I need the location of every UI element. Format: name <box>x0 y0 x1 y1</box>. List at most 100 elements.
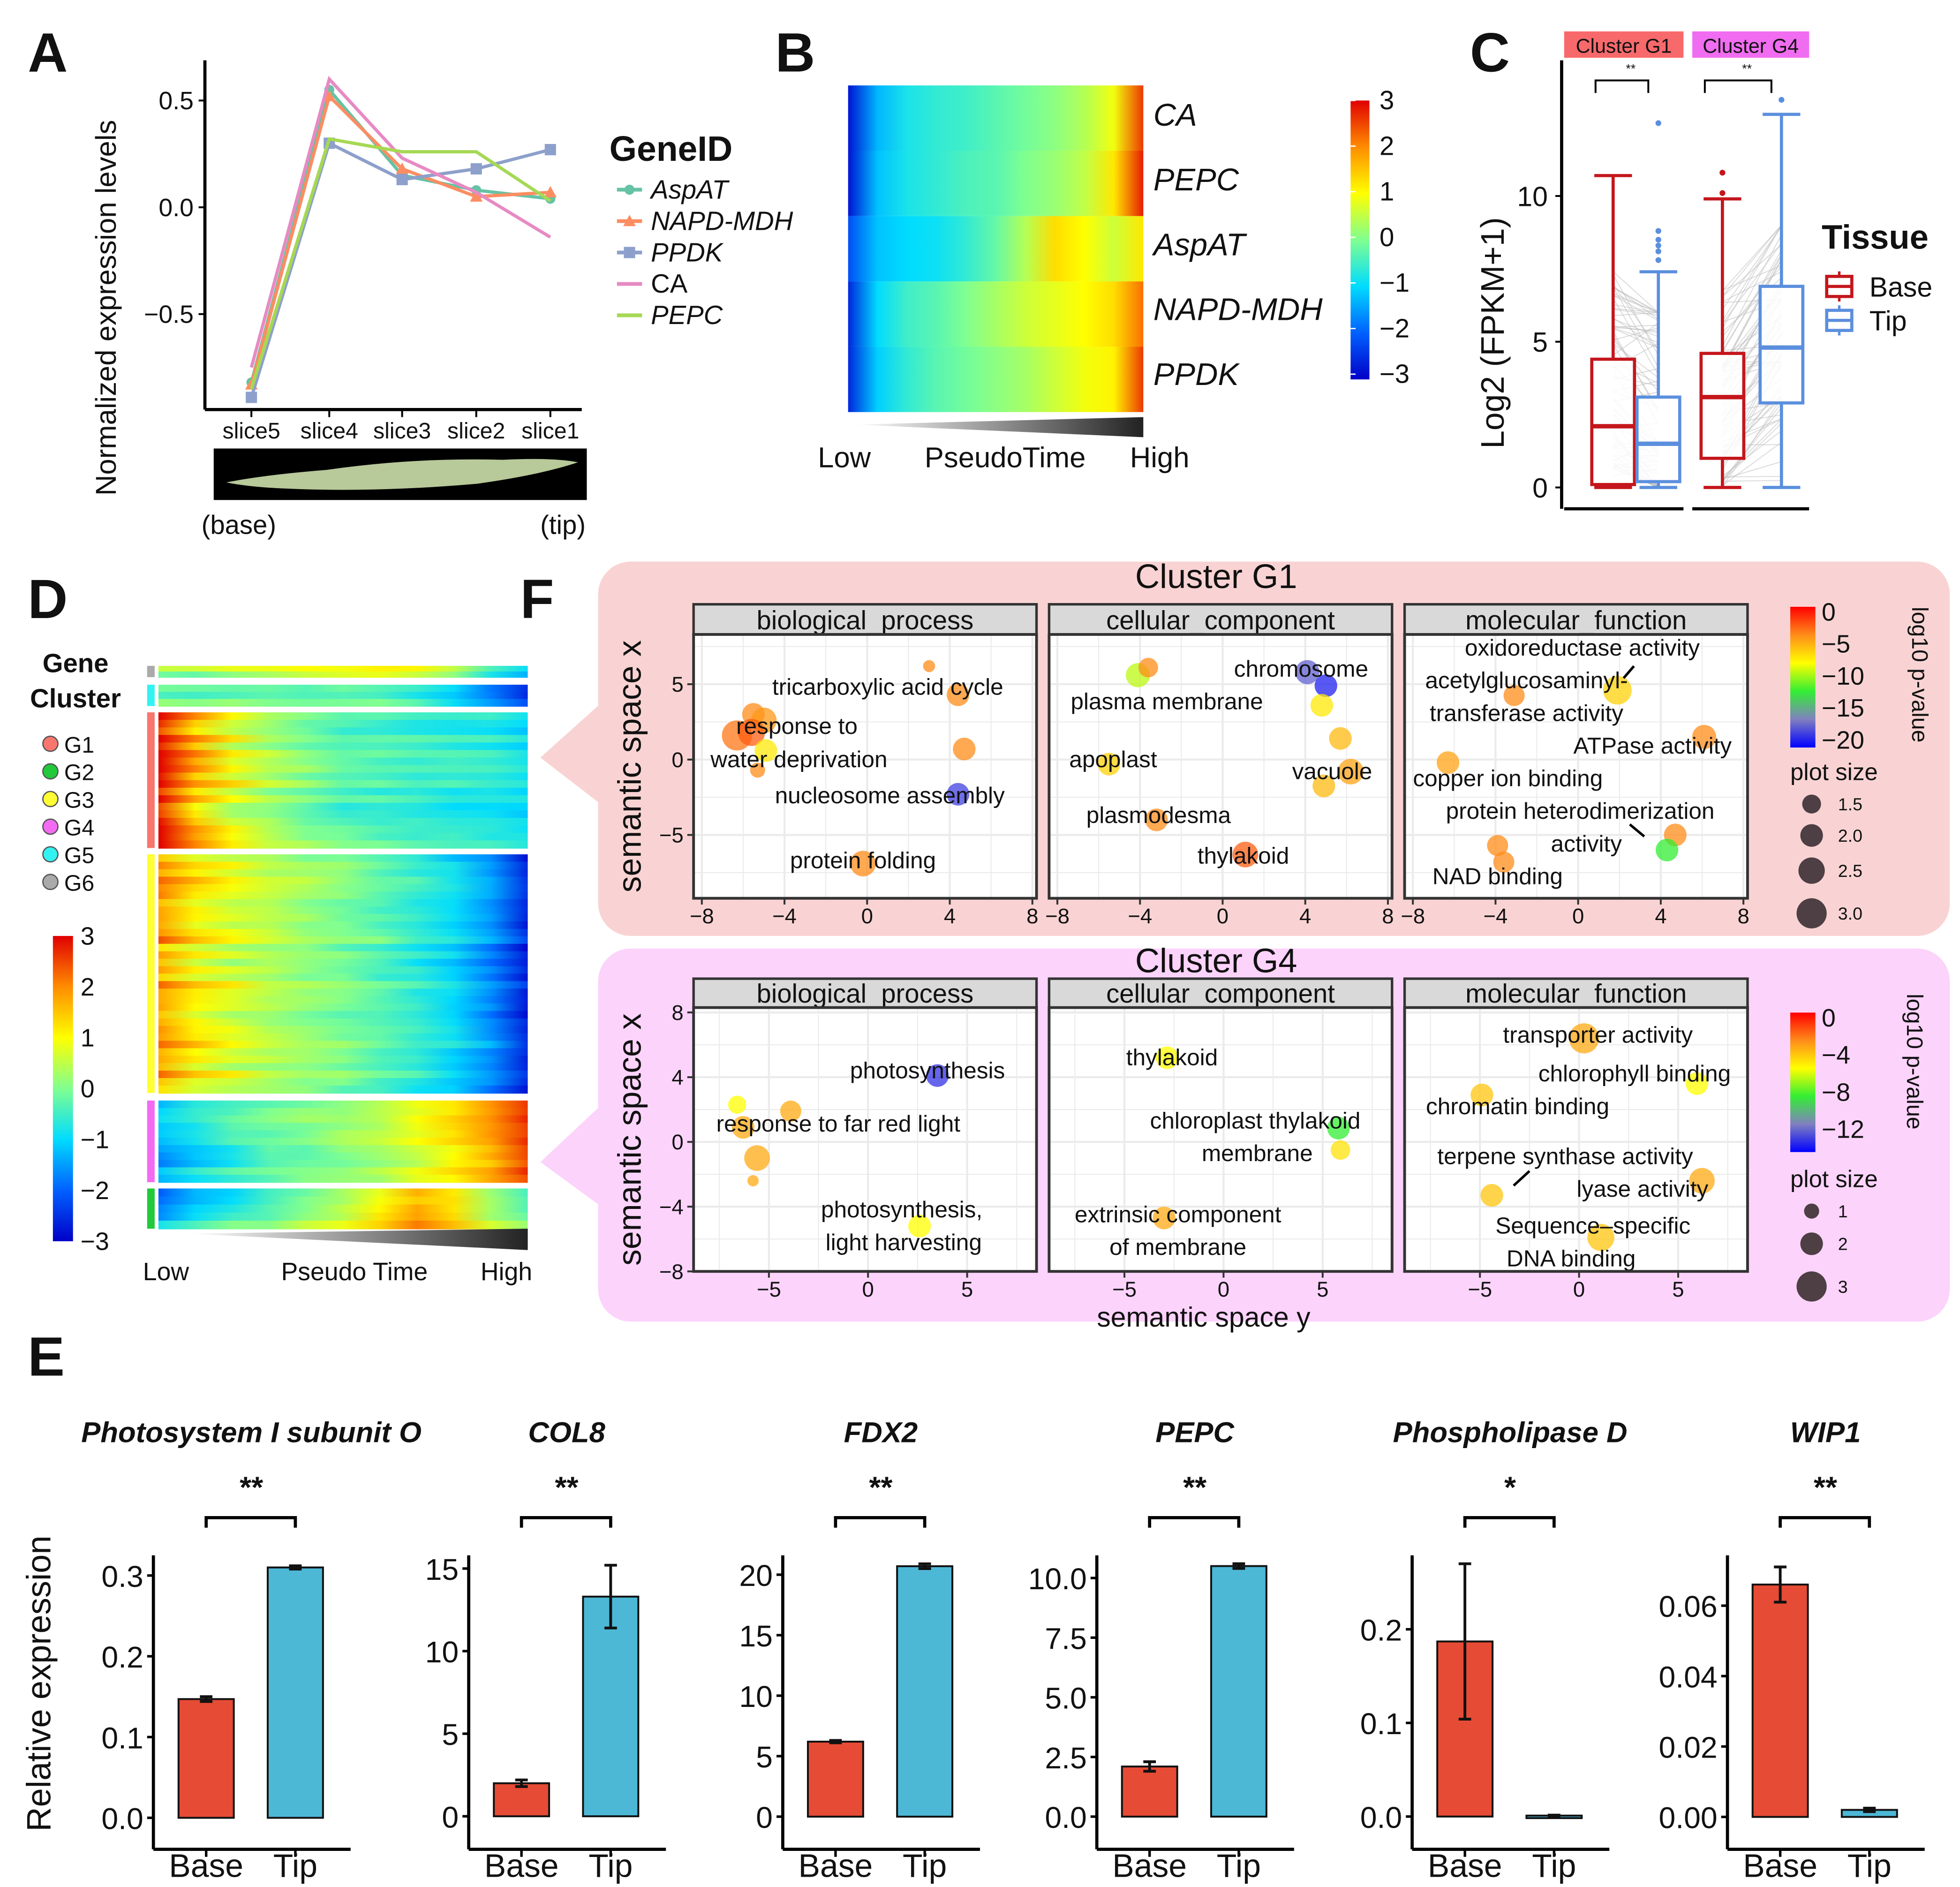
panel-label-b: B <box>775 22 815 83</box>
heatmap-row <box>158 1175 528 1183</box>
go-term-bubble <box>1587 1223 1615 1251</box>
bar-tip <box>1210 1565 1267 1818</box>
cluster-color-bar <box>147 685 155 706</box>
y-tick-label: 0.0 <box>158 194 193 222</box>
legend-label: G6 <box>64 870 94 896</box>
triangle-marker <box>323 90 336 101</box>
go-term-label: terpene synthase activity <box>1437 1143 1693 1169</box>
y-tick-label: 5 <box>1532 327 1548 358</box>
go-term-label: Sequence–specific <box>1495 1213 1690 1239</box>
y-tick-label: 0.04 <box>1659 1660 1718 1694</box>
go-term-bubble <box>750 762 765 778</box>
box-body <box>1590 357 1636 486</box>
colorbar-tick-label: −2 <box>81 1177 109 1205</box>
heatmap-row <box>158 1100 528 1109</box>
outlier-point <box>1655 242 1661 249</box>
paired-line <box>1613 274 1659 356</box>
heatmap-row <box>158 780 528 789</box>
bar-chart-1: Photosystem I subunit O ** Base Tip 0.0 0.1 0.… <box>81 1417 422 1884</box>
heatmap-row <box>158 1041 528 1049</box>
heatmap-row <box>158 951 528 959</box>
go-term-bubble <box>947 683 970 706</box>
heatmap-row <box>158 989 528 997</box>
box-tip <box>1758 97 1805 489</box>
x-tick-label: 5 <box>1317 1277 1328 1301</box>
heatmap-row <box>158 1026 528 1034</box>
series-line <box>249 137 551 390</box>
cluster-block-g3 <box>147 854 528 1094</box>
facet-strip <box>692 603 1038 636</box>
facet-strip-label: molecular_function <box>1465 605 1687 635</box>
y-tick-label: 5 <box>756 1740 773 1774</box>
colorbar-title: log10 p-value <box>1907 607 1932 743</box>
cluster-block-g1 <box>147 712 528 849</box>
x-tick-label: Tip <box>1217 1848 1261 1884</box>
box-body <box>1758 285 1805 405</box>
x-tick-label: Base <box>1743 1848 1817 1884</box>
size-legend-circle <box>1800 1232 1823 1255</box>
x-tick-label: 5 <box>961 1277 973 1301</box>
heatmap-row <box>158 1048 528 1057</box>
cluster-g4-go-panel: Cluster G4 semantic space x biological_pro… <box>540 943 1950 1322</box>
heatmap-row <box>158 750 528 758</box>
x-tick-label: −5 <box>1468 1277 1492 1301</box>
paired-line <box>1722 225 1782 291</box>
panel-a-line-chart: 0.5 0.0 −0.5 slice5 slice4 slice3 slice2 slice1… <box>90 60 793 540</box>
heatmap-row-aspat <box>848 216 1144 282</box>
colorbar-tick-label: −3 <box>1380 359 1410 389</box>
go-term-bubble <box>744 1145 770 1171</box>
pvalue-colorbar <box>1790 607 1816 748</box>
size-legend-circle <box>1796 1271 1827 1302</box>
heatmap-row <box>158 1221 528 1230</box>
box-base <box>1699 170 1746 489</box>
panel-label-a: A <box>28 22 68 83</box>
y-tick-label: −8 <box>659 1260 684 1283</box>
colorbar-tick-label: 0 <box>81 1075 95 1103</box>
heatmap-row-ca <box>848 85 1144 151</box>
legend-label: CA <box>651 269 688 298</box>
x-tick-label: 4 <box>1655 904 1666 928</box>
x-tick-label: slice5 <box>222 418 280 444</box>
significance-bracket <box>520 1516 612 1528</box>
square-marker <box>396 174 408 185</box>
go-term-label: chloroplast thylakoid <box>1150 1107 1361 1133</box>
paired-line <box>1613 327 1659 343</box>
outlier-point <box>1719 190 1726 196</box>
xlabel-high: High <box>1130 442 1190 474</box>
bar-base <box>1751 1584 1809 1818</box>
legend-dot <box>42 763 59 780</box>
paired-line <box>1722 476 1782 477</box>
heatmap-row <box>158 772 528 781</box>
heatmap-row <box>158 1152 528 1161</box>
y-axis-title: semantic space x <box>611 1013 648 1266</box>
size-legend-label: 3 <box>1838 1277 1848 1297</box>
x-tick-label: Tip <box>903 1848 947 1884</box>
go-term-label: response to far red light <box>716 1110 961 1137</box>
go-term-bubble <box>1603 676 1632 705</box>
x-tick-label: Base <box>484 1848 559 1884</box>
y-tick-label: 15 <box>425 1553 459 1586</box>
go-term-bubble <box>1568 1023 1599 1054</box>
go-term-bubble <box>728 1095 746 1114</box>
go-term-label: thylakoid <box>1198 843 1289 869</box>
x-tick-label: Tip <box>588 1848 633 1884</box>
colorbar <box>53 936 73 1241</box>
go-term-bubble <box>738 718 765 746</box>
go-term-label: ATPase activity <box>1573 732 1732 759</box>
row-label: AspAT <box>1152 227 1247 262</box>
pseudotime-wedge <box>188 1229 528 1250</box>
colorbar-tick-label: 0 <box>1380 222 1394 252</box>
heatmap-row-ppdk <box>848 347 1144 412</box>
y-tick-label: 5.0 <box>1045 1682 1086 1715</box>
heatmap-row <box>158 1085 528 1094</box>
legend-dot <box>42 791 59 808</box>
label-leader-line <box>1622 665 1635 679</box>
go-term-label: water deprivation <box>710 746 887 772</box>
legend-dot <box>42 846 59 863</box>
x-tick-label: Tip <box>273 1848 317 1884</box>
x-tick-label: −4 <box>1128 904 1152 928</box>
go-term-bubble <box>1689 1168 1715 1194</box>
go-term-bubble <box>731 1116 754 1139</box>
go-term-bubble <box>908 1215 931 1238</box>
